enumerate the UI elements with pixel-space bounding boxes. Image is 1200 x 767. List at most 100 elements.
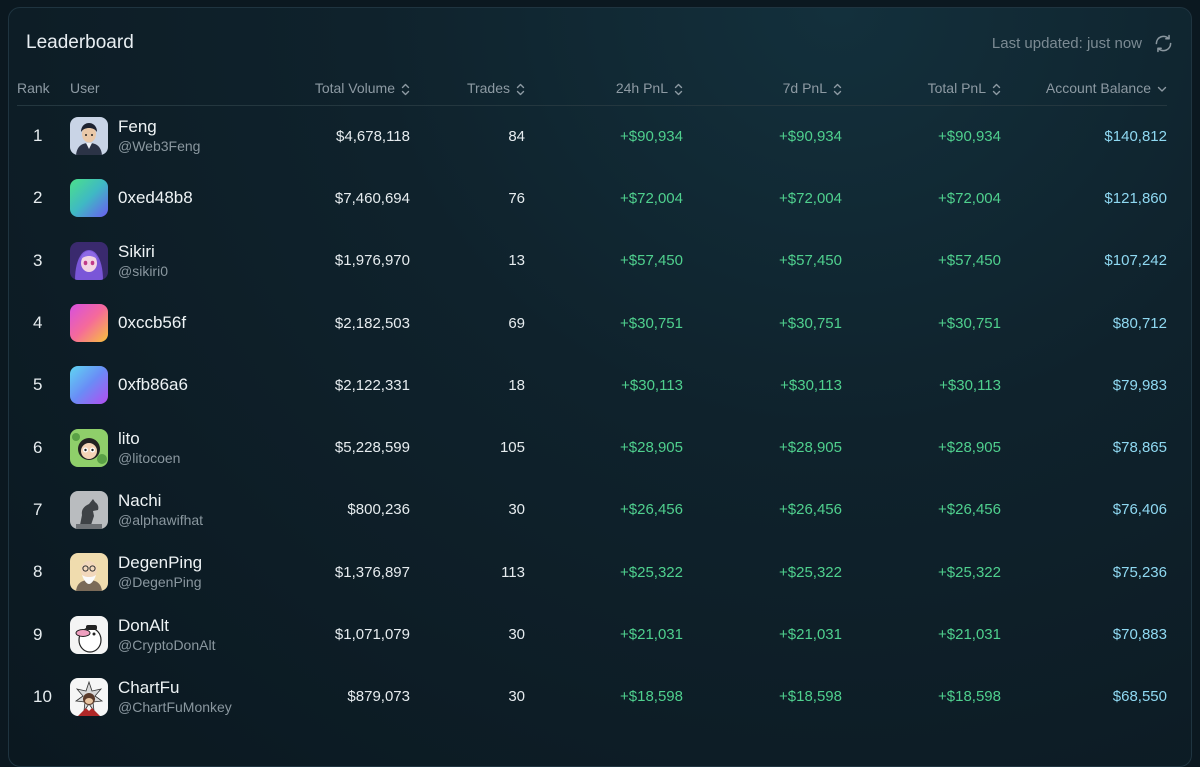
- table-row[interactable]: 6 lito @litocoen $5,228,599 105 +$28,905…: [17, 416, 1167, 478]
- user-name: Sikiri: [118, 241, 155, 261]
- cartoon-character-icon: [70, 428, 108, 467]
- user-handle: @DegenPing: [118, 574, 202, 591]
- leaderboard-rows: 1 Feng @Web3Feng $4,678,118 84 +$90,934 …: [17, 105, 1167, 728]
- gradient-cyan-purple-icon: [70, 366, 108, 405]
- user-name: ChartFu: [118, 677, 180, 697]
- user-info[interactable]: 0xccb56f: [70, 304, 287, 343]
- table-row[interactable]: 10 ChartFu @ChartFuMonkey $879,073 30 +$…: [17, 666, 1167, 728]
- table-row[interactable]: 3 Sikiri @sikiri0 $1,976,970 13 +$57,450…: [17, 230, 1167, 292]
- user-cell: Nachi @alphawifhat: [70, 479, 287, 541]
- rank-cell: 1: [33, 126, 43, 146]
- refresh-icon: [1155, 34, 1171, 52]
- rank-cell: 4: [33, 313, 43, 333]
- last-updated-text: Last updated: just now: [991, 34, 1142, 52]
- pnl-7d-cell: +$72,004: [779, 189, 842, 207]
- pnl-7d-cell: +$57,450: [779, 252, 842, 270]
- pnl-7d-cell: +$21,031: [779, 626, 842, 644]
- anime-girl-icon: [70, 241, 108, 280]
- trades-cell: 30: [508, 688, 525, 706]
- account-balance-cell: $75,236: [1112, 563, 1167, 581]
- total-volume-cell: $1,976,970: [334, 252, 410, 270]
- refresh-button[interactable]: [1152, 32, 1174, 54]
- rank-cell: 2: [33, 188, 43, 208]
- trades-cell: 84: [508, 127, 525, 145]
- account-balance-cell: $76,406: [1112, 501, 1167, 519]
- sort-icon: [674, 83, 683, 96]
- table-row[interactable]: 5 0xfb86a6 $2,122,331 18 +$30,113 +$30,1…: [17, 354, 1167, 416]
- sort-icon: [992, 83, 1001, 96]
- user-cell: 0xccb56f: [70, 292, 287, 354]
- pnl-24h-cell: +$30,751: [620, 314, 683, 332]
- total-volume-cell: $2,122,331: [334, 376, 410, 394]
- column-total-pnl[interactable]: Total PnL: [842, 71, 1001, 106]
- user-info[interactable]: DegenPing @DegenPing: [70, 553, 287, 592]
- pnl-24h-cell: +$57,450: [620, 252, 683, 270]
- table-row[interactable]: 7 Nachi @alphawifhat $800,236 30 +$26,45…: [17, 479, 1167, 541]
- user-name: DegenPing: [118, 553, 203, 573]
- rank-cell: 7: [33, 499, 43, 519]
- user-handle: @CryptoDonAlt: [118, 636, 216, 653]
- pnl-24h-cell: +$21,031: [620, 626, 683, 644]
- chevron-down-icon: [1157, 85, 1167, 93]
- account-balance-cell: $80,712: [1112, 314, 1167, 332]
- column-24h-pnl[interactable]: 24h PnL: [525, 71, 683, 106]
- account-balance-cell: $107,242: [1104, 252, 1167, 270]
- monkey-icon: [70, 677, 108, 716]
- user-info[interactable]: DonAlt @CryptoDonAlt: [70, 615, 287, 654]
- total-pnl-cell: +$30,751: [938, 314, 1001, 332]
- total-pnl-cell: +$21,031: [938, 626, 1001, 644]
- table-header-row: Rank User Total Volume Trades 24h PnL 7d…: [17, 71, 1167, 106]
- total-volume-cell: $1,376,897: [334, 563, 410, 581]
- user-info[interactable]: 0xed48b8: [70, 179, 287, 218]
- user-cell: 0xed48b8: [70, 167, 287, 229]
- table-row[interactable]: 8 DegenPing @DegenPing $1,376,897 113 +$…: [17, 541, 1167, 603]
- duck-icon: [70, 615, 108, 654]
- table-row[interactable]: 1 Feng @Web3Feng $4,678,118 84 +$90,934 …: [17, 105, 1167, 167]
- user-name: 0xfb86a6: [118, 375, 188, 395]
- table-row[interactable]: 9 DonAlt @CryptoDonAlt $1,071,079 30 +$2…: [17, 603, 1167, 665]
- trades-cell: 113: [501, 563, 525, 581]
- trades-cell: 105: [499, 439, 525, 457]
- user-info[interactable]: Feng @Web3Feng: [70, 117, 287, 156]
- user-info[interactable]: 0xfb86a6: [70, 366, 287, 405]
- trades-cell: 30: [508, 501, 525, 519]
- user-name: lito: [118, 428, 140, 448]
- user-handle: @Web3Feng: [118, 138, 201, 155]
- trades-cell: 69: [508, 314, 525, 332]
- user-info[interactable]: ChartFu @ChartFuMonkey: [70, 677, 287, 716]
- user-info[interactable]: lito @litocoen: [70, 428, 287, 467]
- user-handle: @sikiri0: [118, 262, 168, 279]
- table-row[interactable]: 2 0xed48b8 $7,460,694 76 +$72,004 +$72,0…: [17, 167, 1167, 229]
- account-balance-cell: $78,865: [1112, 439, 1167, 457]
- leaderboard-table: Rank User Total Volume Trades 24h PnL 7d…: [17, 71, 1167, 728]
- pnl-24h-cell: +$18,598: [620, 688, 683, 706]
- sort-icon: [401, 83, 410, 96]
- gradient-green-blue-icon: [70, 179, 108, 218]
- trades-cell: 76: [508, 189, 525, 207]
- table-row[interactable]: 4 0xccb56f $2,182,503 69 +$30,751 +$30,7…: [17, 292, 1167, 354]
- total-pnl-cell: +$72,004: [938, 189, 1001, 207]
- total-volume-cell: $879,073: [347, 688, 410, 706]
- column-7d-pnl[interactable]: 7d PnL: [683, 71, 842, 106]
- total-volume-cell: $5,228,599: [334, 439, 410, 457]
- user-info[interactable]: Nachi @alphawifhat: [70, 490, 287, 529]
- total-pnl-cell: +$30,113: [939, 376, 1001, 394]
- rank-cell: 8: [33, 562, 43, 582]
- account-balance-cell: $140,812: [1104, 127, 1167, 145]
- sort-icon: [833, 83, 842, 96]
- column-account-balance[interactable]: Account Balance: [1001, 71, 1167, 106]
- column-trades[interactable]: Trades: [410, 71, 525, 106]
- column-total-volume[interactable]: Total Volume: [287, 71, 410, 106]
- user-name: Nachi: [118, 490, 162, 510]
- user-cell: ChartFu @ChartFuMonkey: [70, 666, 287, 728]
- total-pnl-cell: +$57,450: [938, 252, 1001, 270]
- user-name: 0xccb56f: [118, 313, 187, 333]
- horse-statue-icon: [70, 490, 108, 529]
- pnl-24h-cell: +$25,322: [620, 563, 683, 581]
- pnl-7d-cell: +$18,598: [779, 688, 842, 706]
- user-cell: Feng @Web3Feng: [70, 105, 287, 167]
- pnl-24h-cell: +$28,905: [620, 439, 683, 457]
- portrait-man-icon: [70, 117, 108, 156]
- user-info[interactable]: Sikiri @sikiri0: [70, 241, 287, 280]
- user-cell: 0xfb86a6: [70, 354, 287, 416]
